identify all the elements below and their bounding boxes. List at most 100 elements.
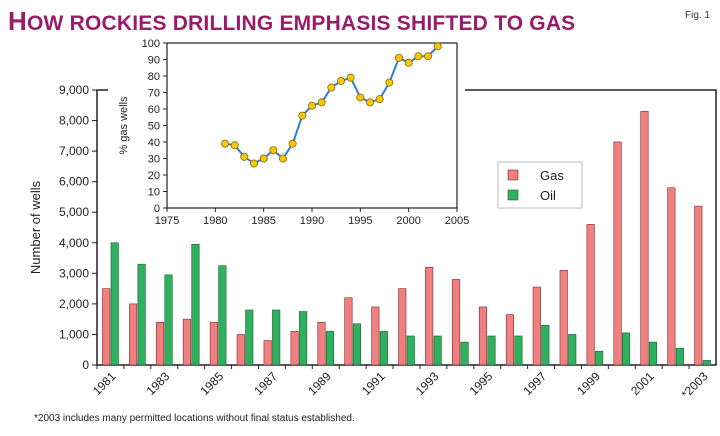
inset-y-axis-label: % gas wells — [118, 96, 130, 155]
x-tick-label: *2003 — [679, 369, 711, 401]
y-tick-label: 4,000 — [59, 236, 89, 250]
pct-gas-point — [356, 93, 365, 102]
legend-swatch-gas — [507, 169, 519, 181]
pct-gas-point — [433, 42, 442, 51]
bar-oil — [622, 332, 631, 366]
inset-y-tick-label: 80 — [148, 71, 160, 83]
pct-gas-point — [249, 159, 258, 168]
bar-gas — [667, 187, 676, 366]
inset-y-tick-label: 10 — [148, 187, 160, 199]
pct-gas-point — [375, 95, 384, 104]
inset-chart: 0 10 20 30 40 50 60 70 80 90 100 1975 1980 1985 1990 19… — [108, 34, 469, 227]
x-tick-label: 1991 — [359, 369, 388, 398]
bar-oil — [352, 323, 361, 366]
legend: Gas Oil — [497, 161, 583, 209]
pct-gas-point — [365, 98, 374, 107]
bar-oil — [568, 334, 577, 366]
bar-gas — [317, 321, 326, 366]
bar-gas — [505, 314, 514, 366]
bar-gas — [640, 111, 649, 366]
bar-oil — [433, 335, 442, 366]
x-tick-label: 1989 — [305, 369, 334, 398]
bar-oil — [406, 335, 415, 366]
y-axis-label: Number of wells — [28, 180, 43, 274]
inset-y-tick-label: 70 — [148, 88, 160, 100]
bar-gas — [586, 224, 595, 366]
y-tick-label: 1,000 — [59, 327, 89, 341]
bar-gas — [102, 288, 111, 366]
inset-x-tick-label: 1980 — [203, 215, 227, 227]
x-tick-label: 1999 — [574, 369, 603, 398]
inset-y-tick-label: 50 — [148, 121, 160, 133]
pct-gas-point — [336, 76, 345, 85]
pct-gas-point — [317, 98, 326, 107]
bar-oil — [702, 360, 711, 366]
bar-gas — [182, 318, 191, 366]
bar-gas — [452, 279, 461, 366]
pct-gas-point — [423, 52, 432, 61]
pct-gas-point — [240, 152, 249, 161]
y-tick-label: 0 — [82, 358, 89, 372]
pct-gas-point — [230, 141, 239, 150]
bar-oil — [325, 331, 335, 366]
pct-gas-point — [385, 78, 394, 87]
x-tick-label: 1997 — [520, 369, 549, 398]
bar-gas — [425, 266, 434, 366]
pct-gas-point — [259, 154, 268, 163]
legend-label-gas: Gas — [540, 168, 564, 183]
inset-y-tick-label: 30 — [148, 154, 160, 166]
legend-label-oil: Oil — [540, 188, 556, 203]
pct-gas-point — [346, 73, 355, 82]
main-bars — [102, 111, 711, 366]
footnote: *2003 includes many permitted locations … — [34, 413, 355, 424]
bar-gas — [209, 321, 218, 366]
bar-oil — [379, 331, 388, 366]
inset-x-tick-label: 1985 — [251, 215, 275, 227]
bar-gas — [371, 306, 380, 366]
pct-gas-point — [404, 58, 413, 67]
pct-gas-point — [298, 111, 307, 120]
bar-gas — [344, 297, 353, 366]
y-tick-label: 2,000 — [59, 297, 89, 311]
y-tick-label: 3,000 — [59, 266, 89, 280]
pct-gas-point — [288, 139, 297, 148]
bar-oil — [272, 309, 281, 366]
bar-oil — [245, 309, 254, 366]
bar-oil — [191, 244, 200, 366]
x-tick-label: 1981 — [90, 369, 119, 398]
y-tick-label: 5,000 — [59, 205, 89, 219]
chart-title: HOW ROCKIES DRILLING EMPHASIS SHIFTED TO… — [8, 6, 576, 36]
bar-oil — [675, 347, 684, 366]
bar-gas — [155, 321, 165, 366]
bar-gas — [559, 269, 568, 366]
y-tick-label: 9,000 — [59, 83, 89, 97]
bar-gas — [613, 141, 622, 366]
pct-gas-point — [269, 146, 278, 155]
bar-gas — [129, 303, 138, 366]
x-tick-label: 1985 — [197, 369, 226, 398]
inset-x-tick-label: 2000 — [396, 215, 420, 227]
pct-gas-point — [414, 52, 423, 61]
x-tick-label: 2001 — [628, 369, 657, 398]
bar-gas — [236, 334, 245, 366]
x-tick-label: 1983 — [144, 369, 173, 398]
bar-oil — [299, 311, 308, 366]
inset-x-tick-label: 1995 — [348, 215, 372, 227]
inset-y-tick-label: 0 — [154, 203, 160, 215]
bar-oil — [460, 341, 469, 366]
bar-oil — [137, 263, 146, 366]
pct-gas-point — [327, 83, 336, 92]
pct-gas-point — [394, 53, 403, 62]
figure-label: Fig. 1 — [684, 10, 710, 21]
y-tick-label: 7,000 — [59, 144, 89, 158]
bar-oil — [648, 341, 658, 366]
bar-gas — [532, 286, 541, 366]
inset-y-tick-label: 20 — [148, 170, 160, 182]
bar-oil — [514, 335, 523, 366]
bar-gas — [398, 288, 407, 366]
inset-x-tick-label: 2005 — [445, 215, 469, 227]
legend-box — [497, 161, 583, 209]
bar-oil — [595, 350, 604, 366]
pct-gas-point — [220, 139, 229, 148]
